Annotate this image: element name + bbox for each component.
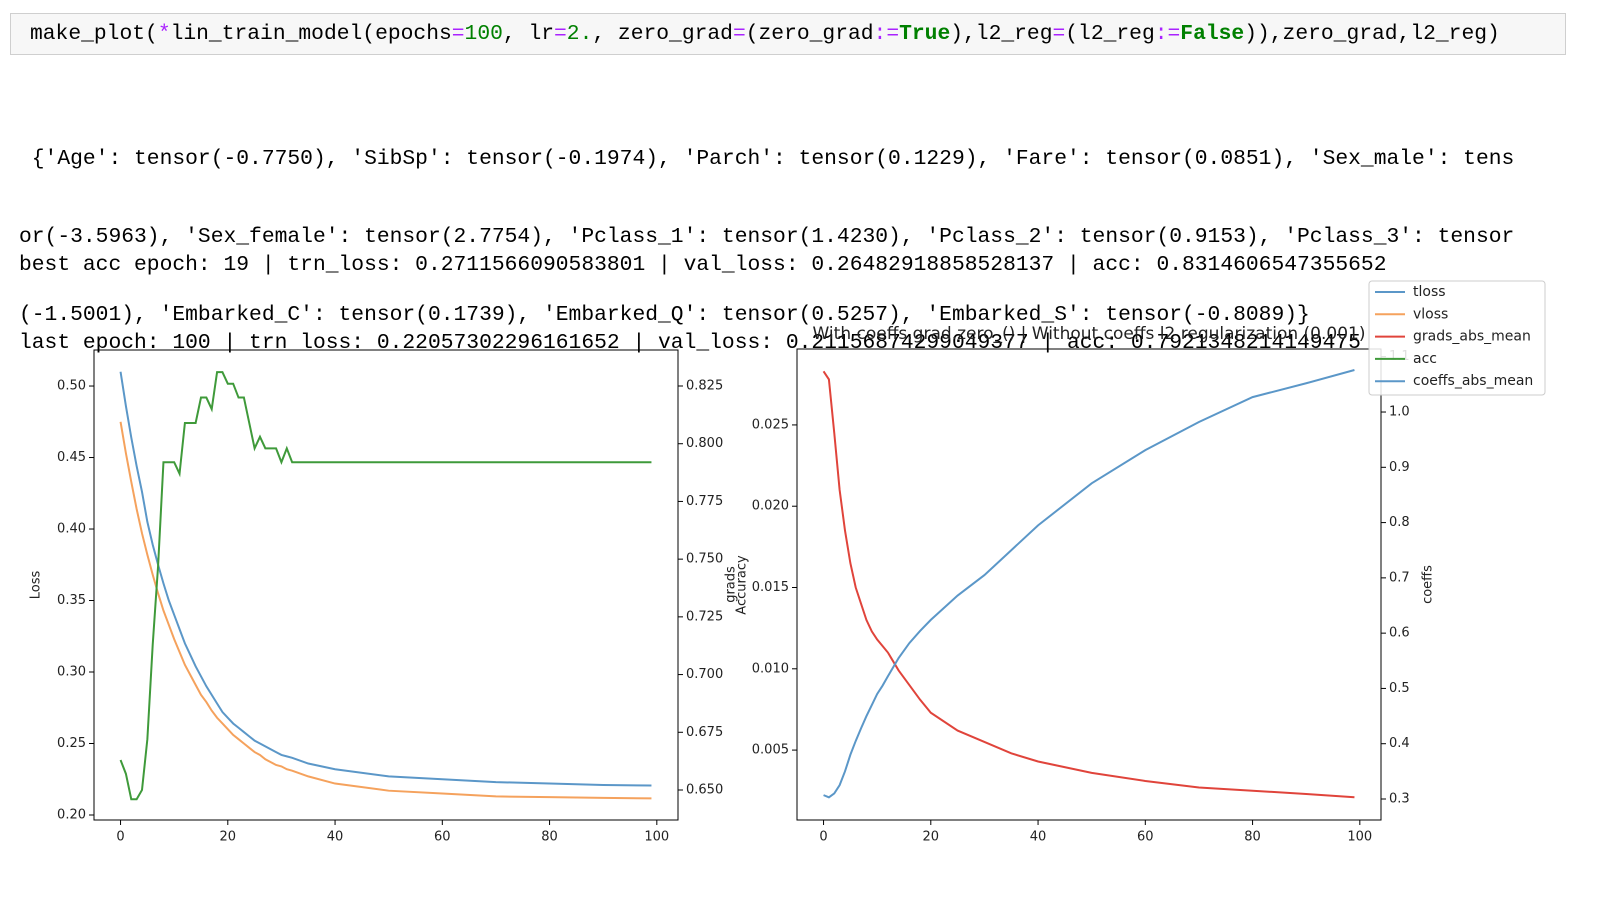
x-tick-label: 0 <box>116 830 124 845</box>
series-line <box>822 370 1355 799</box>
code-token: ),l2_reg <box>950 22 1053 46</box>
code: make_plot(*lin_train_model(epochs=100, l… <box>30 22 1500 46</box>
x-tick-label: 20 <box>220 830 237 845</box>
x-tick-label: 100 <box>1347 830 1372 845</box>
x-tick-label: 0 <box>819 830 827 845</box>
output-line: (-1.5001), 'Embarked_C': tensor(0.1739),… <box>19 303 1310 327</box>
code-token: = <box>1052 22 1066 46</box>
legend-label: acc <box>1413 351 1437 367</box>
x-tick-label: 60 <box>1137 830 1154 845</box>
y2-tick-label: 0.775 <box>686 494 723 509</box>
y2-tick-label: 0.4 <box>1389 736 1410 751</box>
series-line <box>119 371 652 801</box>
code-token: := <box>1154 22 1181 46</box>
output-text: {'Age': tensor(-0.7750), 'SibSp': tensor… <box>19 94 1514 354</box>
chart-title: With coeffs.grad.zero_() | Without coeff… <box>813 324 1366 344</box>
y-tick-label: 0.35 <box>57 593 86 608</box>
y2-tick-label: 0.5 <box>1389 681 1410 696</box>
code-token: lin_train_model(epochs <box>170 22 452 46</box>
y2-tick-label: 0.3 <box>1389 791 1410 806</box>
x-tick-label: 40 <box>1030 830 1047 845</box>
y2-tick-label: 0.9 <box>1389 460 1410 475</box>
y-tick-label: 0.20 <box>57 807 86 822</box>
x-tick-label: 80 <box>1244 830 1261 845</box>
code-token: , lr <box>502 22 555 46</box>
x-tick-label: 40 <box>327 830 344 845</box>
y-tick-label: 0.30 <box>57 665 86 680</box>
code-token: make_plot( <box>30 22 158 46</box>
y-tick-label: 0.015 <box>752 580 789 595</box>
y2-axis-label: coeffs <box>1421 565 1436 604</box>
output-line: {'Age': tensor(-0.7750), 'SibSp': tensor… <box>19 147 1515 171</box>
y2-tick-label: 0.825 <box>686 379 723 394</box>
code-token: = <box>451 22 465 46</box>
x-tick-label: 100 <box>644 830 669 845</box>
y-tick-label: 0.45 <box>57 450 86 465</box>
y-tick-label: 0.025 <box>752 417 789 432</box>
code-token: * <box>157 22 171 46</box>
code-token: := <box>873 22 900 46</box>
legend-label: grads_abs_mean <box>1413 329 1531 345</box>
y-tick-label: 0.40 <box>57 522 86 537</box>
output-line: or(-3.5963), 'Sex_female': tensor(2.7754… <box>19 225 1515 249</box>
y2-axis-label: Accuracy <box>735 555 750 615</box>
y2-tick-label: 0.725 <box>686 609 723 624</box>
legend-box <box>1368 280 1546 396</box>
legend-label: coeffs_abs_mean <box>1413 373 1533 389</box>
y2-tick-label: 0.6 <box>1389 626 1410 641</box>
output-line: best acc epoch: 19 | trn_loss: 0.2711566… <box>19 253 1387 277</box>
y2-tick-label: 0.750 <box>686 552 723 567</box>
x-tick-label: 60 <box>434 830 451 845</box>
code-token: False <box>1180 22 1245 46</box>
y2-tick-label: 0.650 <box>686 782 723 797</box>
y2-tick-label: 0.700 <box>686 667 723 682</box>
y-tick-label: 0.020 <box>752 499 789 514</box>
y-tick-label: 0.005 <box>752 743 789 758</box>
code-cell[interactable]: make_plot(*lin_train_model(epochs=100, l… <box>10 13 1566 55</box>
y-axis-label: Loss <box>29 571 44 600</box>
y2-tick-label: 0.8 <box>1389 515 1410 530</box>
code-token: 2. <box>566 22 593 46</box>
plot-frame <box>796 348 1382 821</box>
output-line: last epoch: 100 | trn_loss: 0.2205730229… <box>19 331 1361 355</box>
code-token: = <box>732 22 746 46</box>
y-axis-label: grads <box>724 566 739 603</box>
x-tick-label: 80 <box>541 830 558 845</box>
plot-frame <box>93 349 679 821</box>
y-tick-label: 0.50 <box>57 379 86 394</box>
y2-tick-label: 0.800 <box>686 436 723 451</box>
y2-tick-label: 0.7 <box>1389 570 1410 585</box>
code-token: , zero_grad <box>592 22 733 46</box>
code-token: (zero_grad <box>745 22 874 46</box>
y2-tick-label: 1.0 <box>1389 405 1410 420</box>
y-tick-label: 0.25 <box>57 736 86 751</box>
code-token: (l2_reg <box>1065 22 1155 46</box>
series-line <box>119 421 652 800</box>
series-line <box>119 371 652 787</box>
legend-label: vloss <box>1413 306 1448 322</box>
x-tick-label: 20 <box>923 830 940 845</box>
y2-tick-label: 0.675 <box>686 725 723 740</box>
code-token: True <box>899 22 951 46</box>
y-tick-label: 0.010 <box>752 661 789 676</box>
output-summary: best acc epoch: 19 | trn_loss: 0.2711566… <box>19 200 1386 382</box>
series-line <box>823 369 1355 799</box>
code-token: = <box>554 22 567 46</box>
legend-label: tloss <box>1413 284 1446 300</box>
code-token: )),zero_grad,l2_reg) <box>1244 22 1500 46</box>
code-token: 100 <box>464 22 503 46</box>
